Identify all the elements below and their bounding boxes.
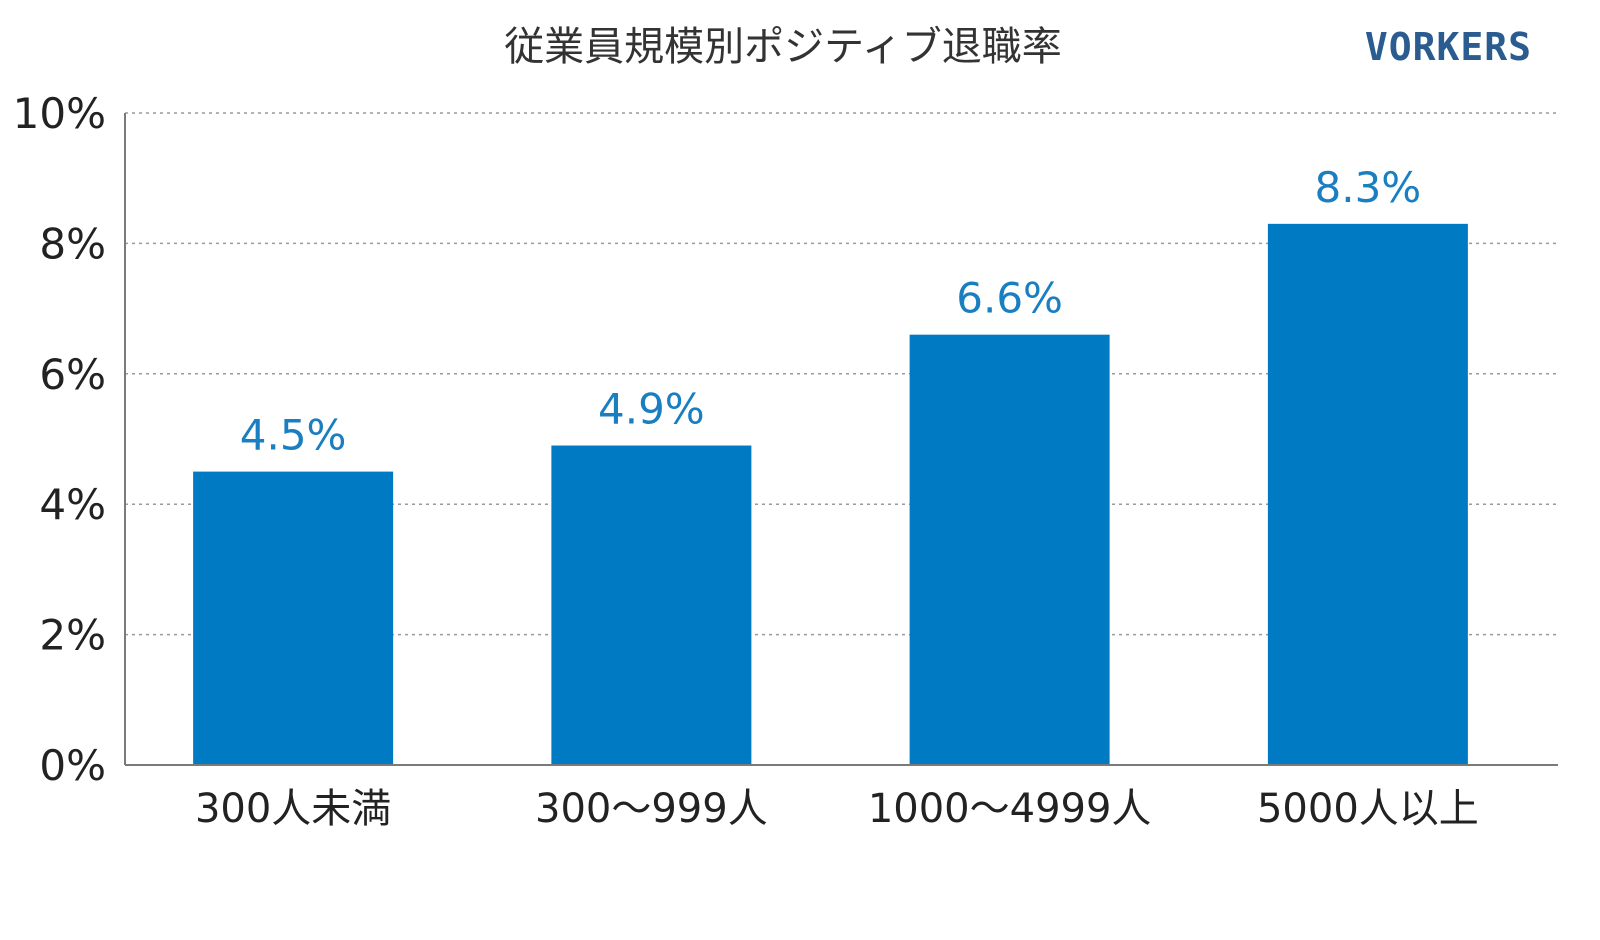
bars [193,223,1468,766]
bar [551,445,752,765]
y-tick-label: 2% [39,611,106,660]
category-label: 300人未満 [195,786,391,832]
y-tick-label: 10% [13,89,106,138]
bar [909,334,1110,765]
data-label: 6.6% [956,274,1063,323]
category-label: 300〜999人 [535,786,768,832]
brand-logo: VORKERS [1365,25,1532,69]
data-label: 4.9% [598,385,705,434]
bar [1267,223,1468,766]
y-tick-label: 6% [39,350,106,399]
y-tick-label: 8% [39,219,106,268]
y-tick-label: 0% [39,741,106,790]
x-axis-categories: 300人未満 300〜999人 1000〜4999人 5000人以上 [195,786,1479,832]
bar [193,471,394,765]
category-label: 5000人以上 [1257,786,1479,832]
category-label: 1000〜4999人 [868,786,1152,832]
data-label: 8.3% [1315,163,1422,212]
data-labels: 4.5% 4.9% 6.6% 8.3% [240,163,1421,460]
y-axis-ticks: 0% 2% 4% 6% 8% 10% [13,89,106,790]
y-tick-label: 4% [39,480,106,529]
data-label: 4.5% [240,411,347,460]
chart-title: 従業員規模別ポジティブ退職率 [504,24,1062,70]
